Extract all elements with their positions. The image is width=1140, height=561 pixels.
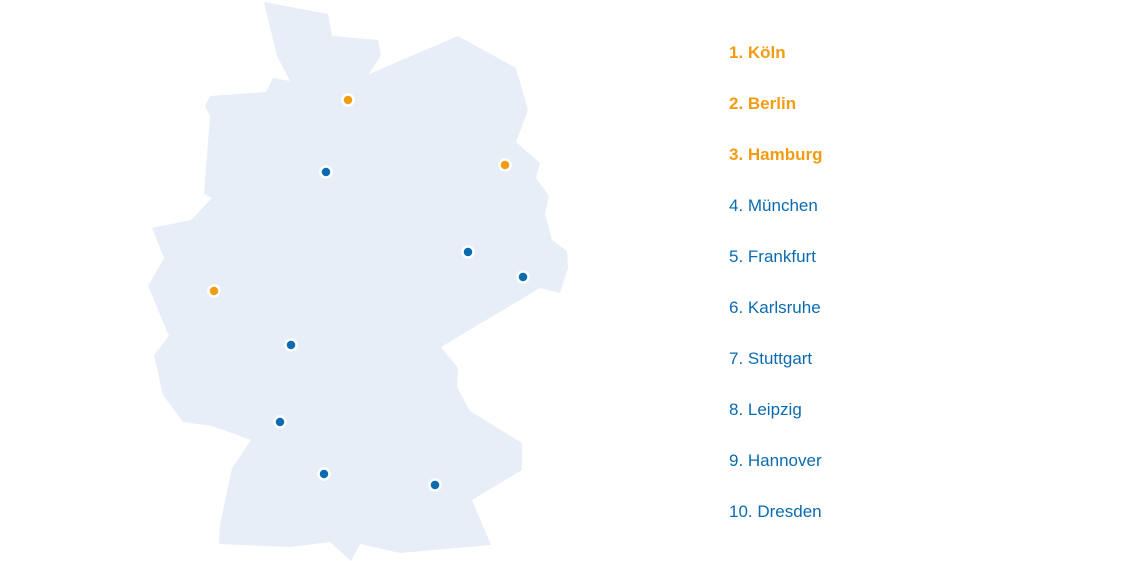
city-list-item[interactable]: 3. Hamburg	[729, 145, 823, 164]
city-list-item[interactable]: 6. Karlsruhe	[729, 298, 821, 317]
city-ranking-list: 1. Köln 2. Berlin 3. Hamburg 4. München …	[729, 41, 823, 551]
city-list-item[interactable]: 10. Dresden	[729, 502, 822, 521]
city-list-item[interactable]: 4. München	[729, 196, 818, 215]
city-list-item[interactable]: 8. Leipzig	[729, 400, 802, 419]
city-list-item[interactable]: 7. Stuttgart	[729, 349, 813, 368]
city-list-item[interactable]: 1. Köln	[729, 43, 786, 62]
city-marker-muenchen[interactable]	[428, 478, 442, 492]
city-marker-hannover[interactable]	[319, 165, 333, 179]
germany-outline	[148, 2, 568, 561]
city-marker-hamburg[interactable]	[341, 93, 355, 107]
city-list-item[interactable]: 9. Hannover	[729, 451, 822, 470]
city-list-item[interactable]: 2. Berlin	[729, 94, 797, 113]
city-marker-frankfurt[interactable]	[284, 338, 298, 352]
city-markers	[207, 93, 530, 492]
city-marker-karlsruhe[interactable]	[273, 415, 287, 429]
city-marker-koeln[interactable]	[207, 284, 221, 298]
city-marker-stuttgart[interactable]	[317, 467, 331, 481]
city-marker-dresden[interactable]	[516, 270, 530, 284]
city-marker-berlin[interactable]	[498, 158, 512, 172]
city-list-item[interactable]: 5. Frankfurt	[729, 247, 816, 266]
city-marker-leipzig[interactable]	[461, 245, 475, 259]
